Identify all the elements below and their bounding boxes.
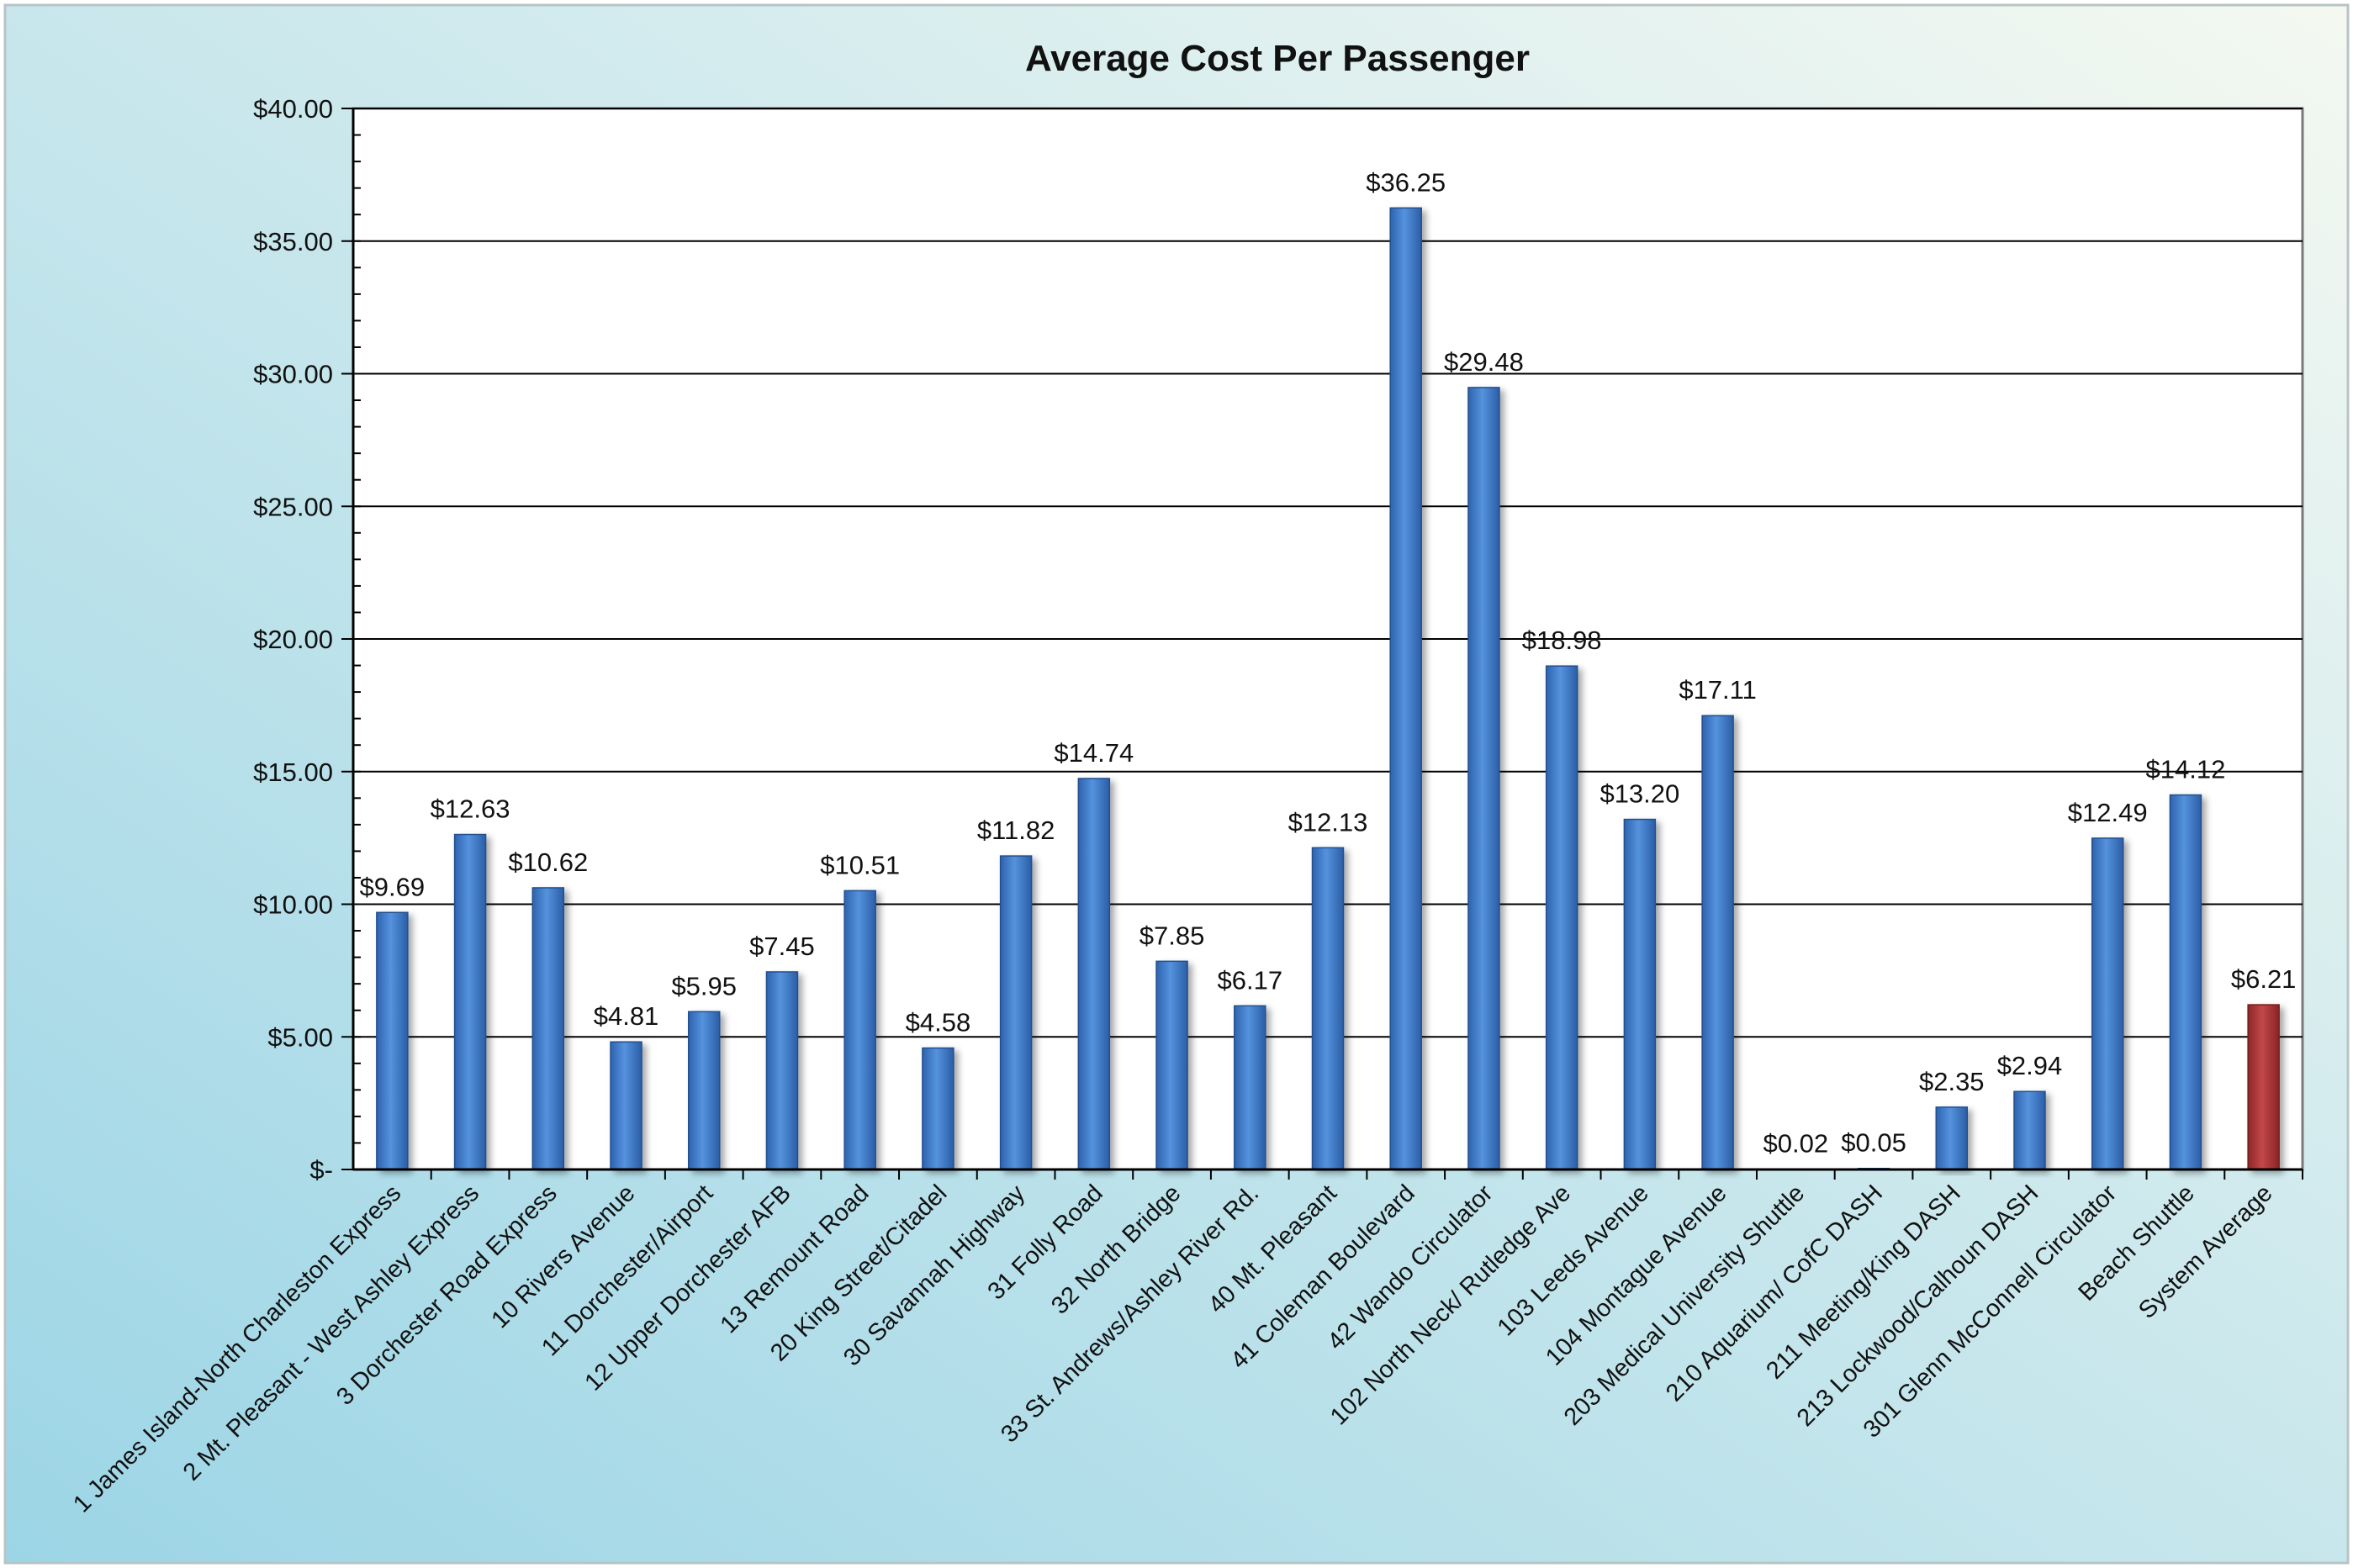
y-tick-label: $15.00 <box>253 758 333 787</box>
data-label: $17.11 <box>1679 675 1757 705</box>
data-label: $9.69 <box>360 872 426 901</box>
y-tick-label: $30.00 <box>253 360 333 389</box>
bar <box>1155 960 1188 1170</box>
bar <box>610 1041 642 1170</box>
y-tick-label: $5.00 <box>267 1022 333 1052</box>
y-tick-label: $- <box>309 1155 333 1185</box>
bar <box>843 890 876 1170</box>
bar <box>2013 1090 2046 1170</box>
bar-system-average <box>2247 1004 2280 1170</box>
bar <box>1701 715 1734 1170</box>
data-label: $7.45 <box>749 932 815 961</box>
data-label: $29.48 <box>1444 347 1524 377</box>
data-label: $4.58 <box>906 1008 971 1037</box>
bar <box>922 1047 954 1170</box>
data-labels: $9.69 $12.63 $10.62 $4.81 $5.95 $7.45 $10.51 $4… <box>360 167 2297 1158</box>
bar <box>765 971 799 1170</box>
bar <box>1389 207 1422 1170</box>
data-label: $5.95 <box>671 971 737 1000</box>
data-label: $10.62 <box>508 847 588 877</box>
data-label: $0.02 <box>1763 1128 1829 1158</box>
data-label: $7.85 <box>1139 921 1205 950</box>
data-label: $36.25 <box>1366 167 1446 197</box>
y-tick-label: $40.00 <box>253 94 333 124</box>
bar <box>1545 665 1578 1170</box>
bar <box>1623 818 1657 1170</box>
data-label: $14.12 <box>2146 755 2226 784</box>
data-label: $18.98 <box>1522 626 1602 655</box>
data-label: $4.81 <box>594 1001 659 1031</box>
data-label: $2.35 <box>1919 1067 1985 1096</box>
data-label: $12.13 <box>1288 807 1368 837</box>
bar <box>531 887 565 1170</box>
chart-title: Average Cost Per Passenger <box>1025 38 1530 79</box>
data-label: $13.20 <box>1600 779 1679 809</box>
bar <box>2091 837 2124 1170</box>
y-tick-label: $10.00 <box>253 890 333 920</box>
bar <box>999 855 1033 1170</box>
data-label: $10.51 <box>820 850 900 879</box>
y-tick-label: $25.00 <box>253 492 333 521</box>
data-label: $12.63 <box>431 795 510 824</box>
data-label: $0.05 <box>1841 1127 1906 1157</box>
bar <box>2169 794 2202 1170</box>
data-label: $12.49 <box>2068 798 2148 827</box>
y-axis-ticks: $- $5.00 $10.00 $15.00 $20.00 $25.00 $30.00 $35… <box>253 94 353 1185</box>
data-label: $11.82 <box>977 816 1055 845</box>
bar <box>376 911 409 1170</box>
bar <box>1935 1106 1969 1170</box>
data-label: $6.21 <box>2231 964 2297 994</box>
data-label: $2.94 <box>1997 1051 2063 1080</box>
bar <box>1234 1005 1266 1170</box>
data-label: $6.17 <box>1217 965 1282 995</box>
bar <box>1467 387 1500 1170</box>
bar <box>1311 847 1345 1170</box>
bar <box>1077 778 1111 1170</box>
bar <box>453 833 487 1170</box>
bars <box>376 207 2280 1170</box>
y-tick-label: $20.00 <box>253 625 333 654</box>
y-tick-label: $35.00 <box>253 227 333 256</box>
data-label: $14.74 <box>1054 738 1134 768</box>
bar <box>687 1011 721 1170</box>
